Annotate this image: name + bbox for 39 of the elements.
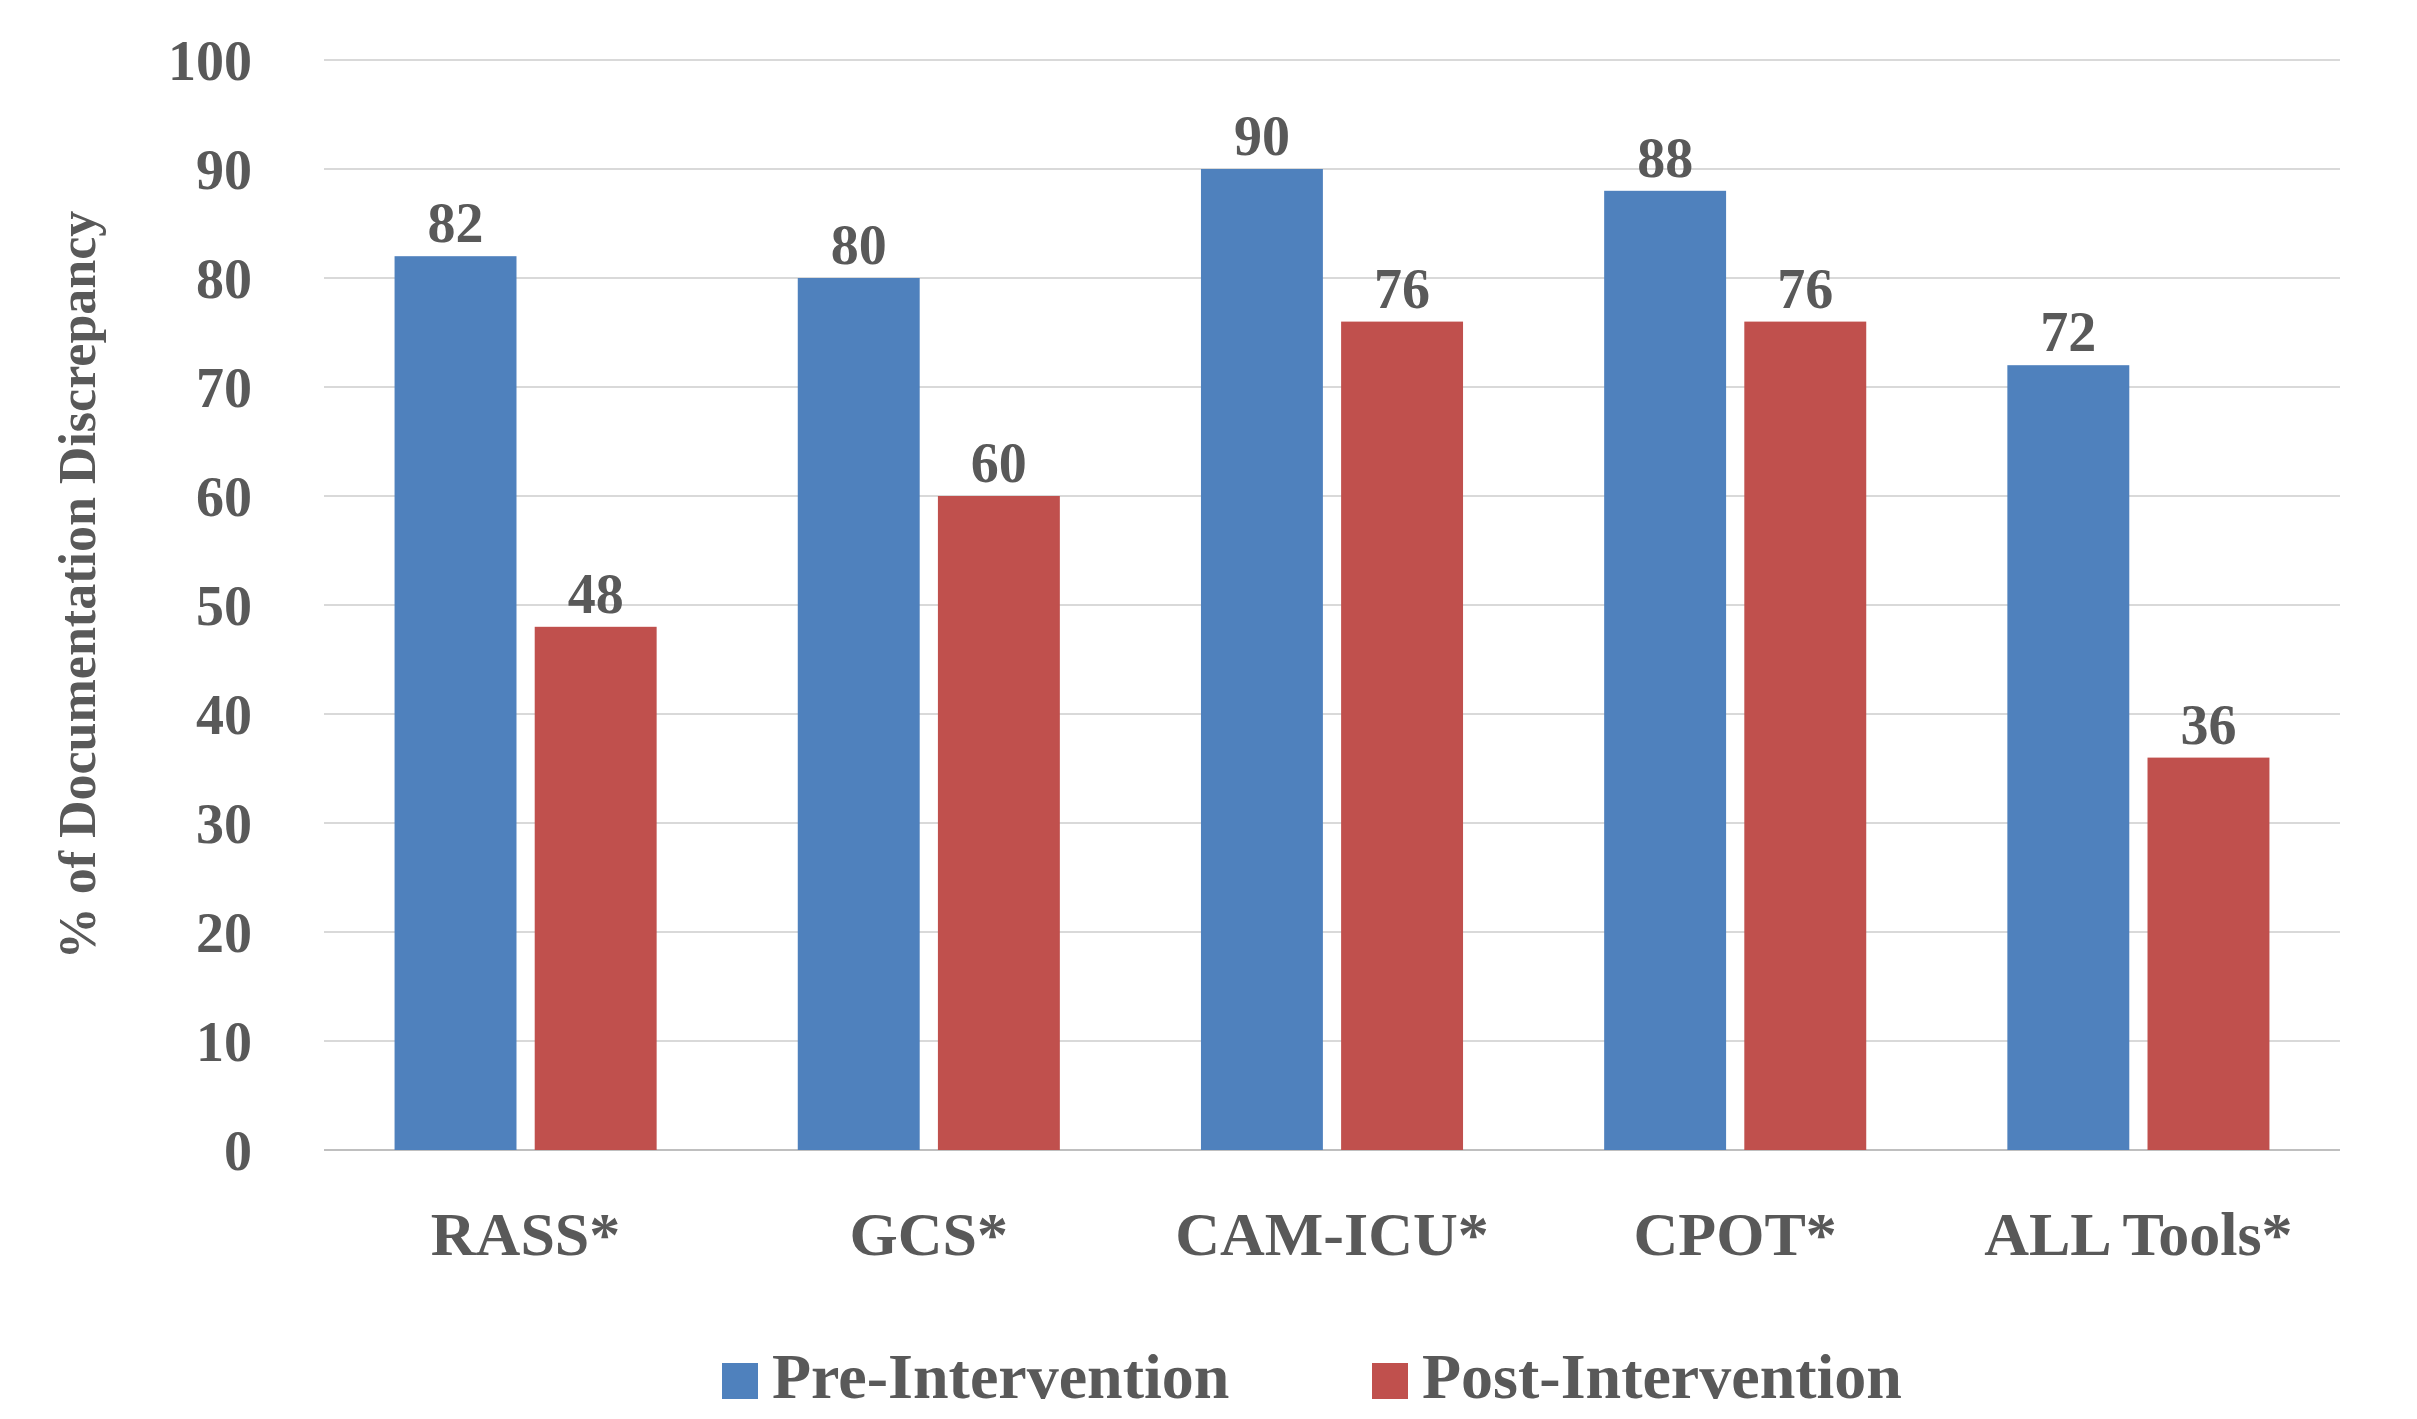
bar [797,278,920,1150]
data-label: 72 [2040,301,2097,364]
data-label: 90 [1233,105,1290,167]
data-label: 48 [567,562,624,625]
y-tick-label: 70 [196,356,252,419]
bar [2147,757,2270,1150]
x-tick-label: GCS* [849,1200,1009,1268]
y-tick-label: 10 [196,1010,252,1073]
data-label: 80 [830,214,887,276]
x-tick-label: ALL Tools* [1984,1200,2293,1268]
data-label: 76 [1777,257,1834,320]
bar [534,626,657,1150]
data-label: 88 [1637,126,1694,189]
y-axis-title: % of Documentation Discrepancy [49,210,106,960]
y-tick-label: 80 [196,247,252,310]
bar [1604,190,1727,1150]
y-tick-label: 0 [224,1119,252,1182]
y-tick-label: 30 [196,792,252,855]
bar [1341,321,1464,1150]
y-tick-label: 20 [196,901,252,964]
data-label: 60 [970,432,1027,494]
bar [1744,321,1867,1150]
data-label: 36 [2180,693,2237,756]
y-tick-label: 40 [196,683,252,746]
x-tick-label: CAM-ICU* [1175,1200,1489,1268]
legend-label: Pre-Intervention [772,1341,1230,1412]
x-tick-label: CPOT* [1633,1200,1837,1268]
y-tick-label: 50 [196,574,252,637]
y-tick-label: 100 [168,29,252,92]
legend-label: Post-Intervention [1422,1341,1902,1412]
y-tick-label: 90 [196,138,252,201]
bar [1200,169,1323,1150]
y-tick-label: 60 [196,465,252,528]
data-label: 82 [427,192,484,255]
bar [937,496,1060,1150]
bar [394,256,517,1150]
x-tick-label: RASS* [430,1200,621,1268]
data-label: 76 [1374,257,1431,320]
bar [2007,365,2130,1150]
